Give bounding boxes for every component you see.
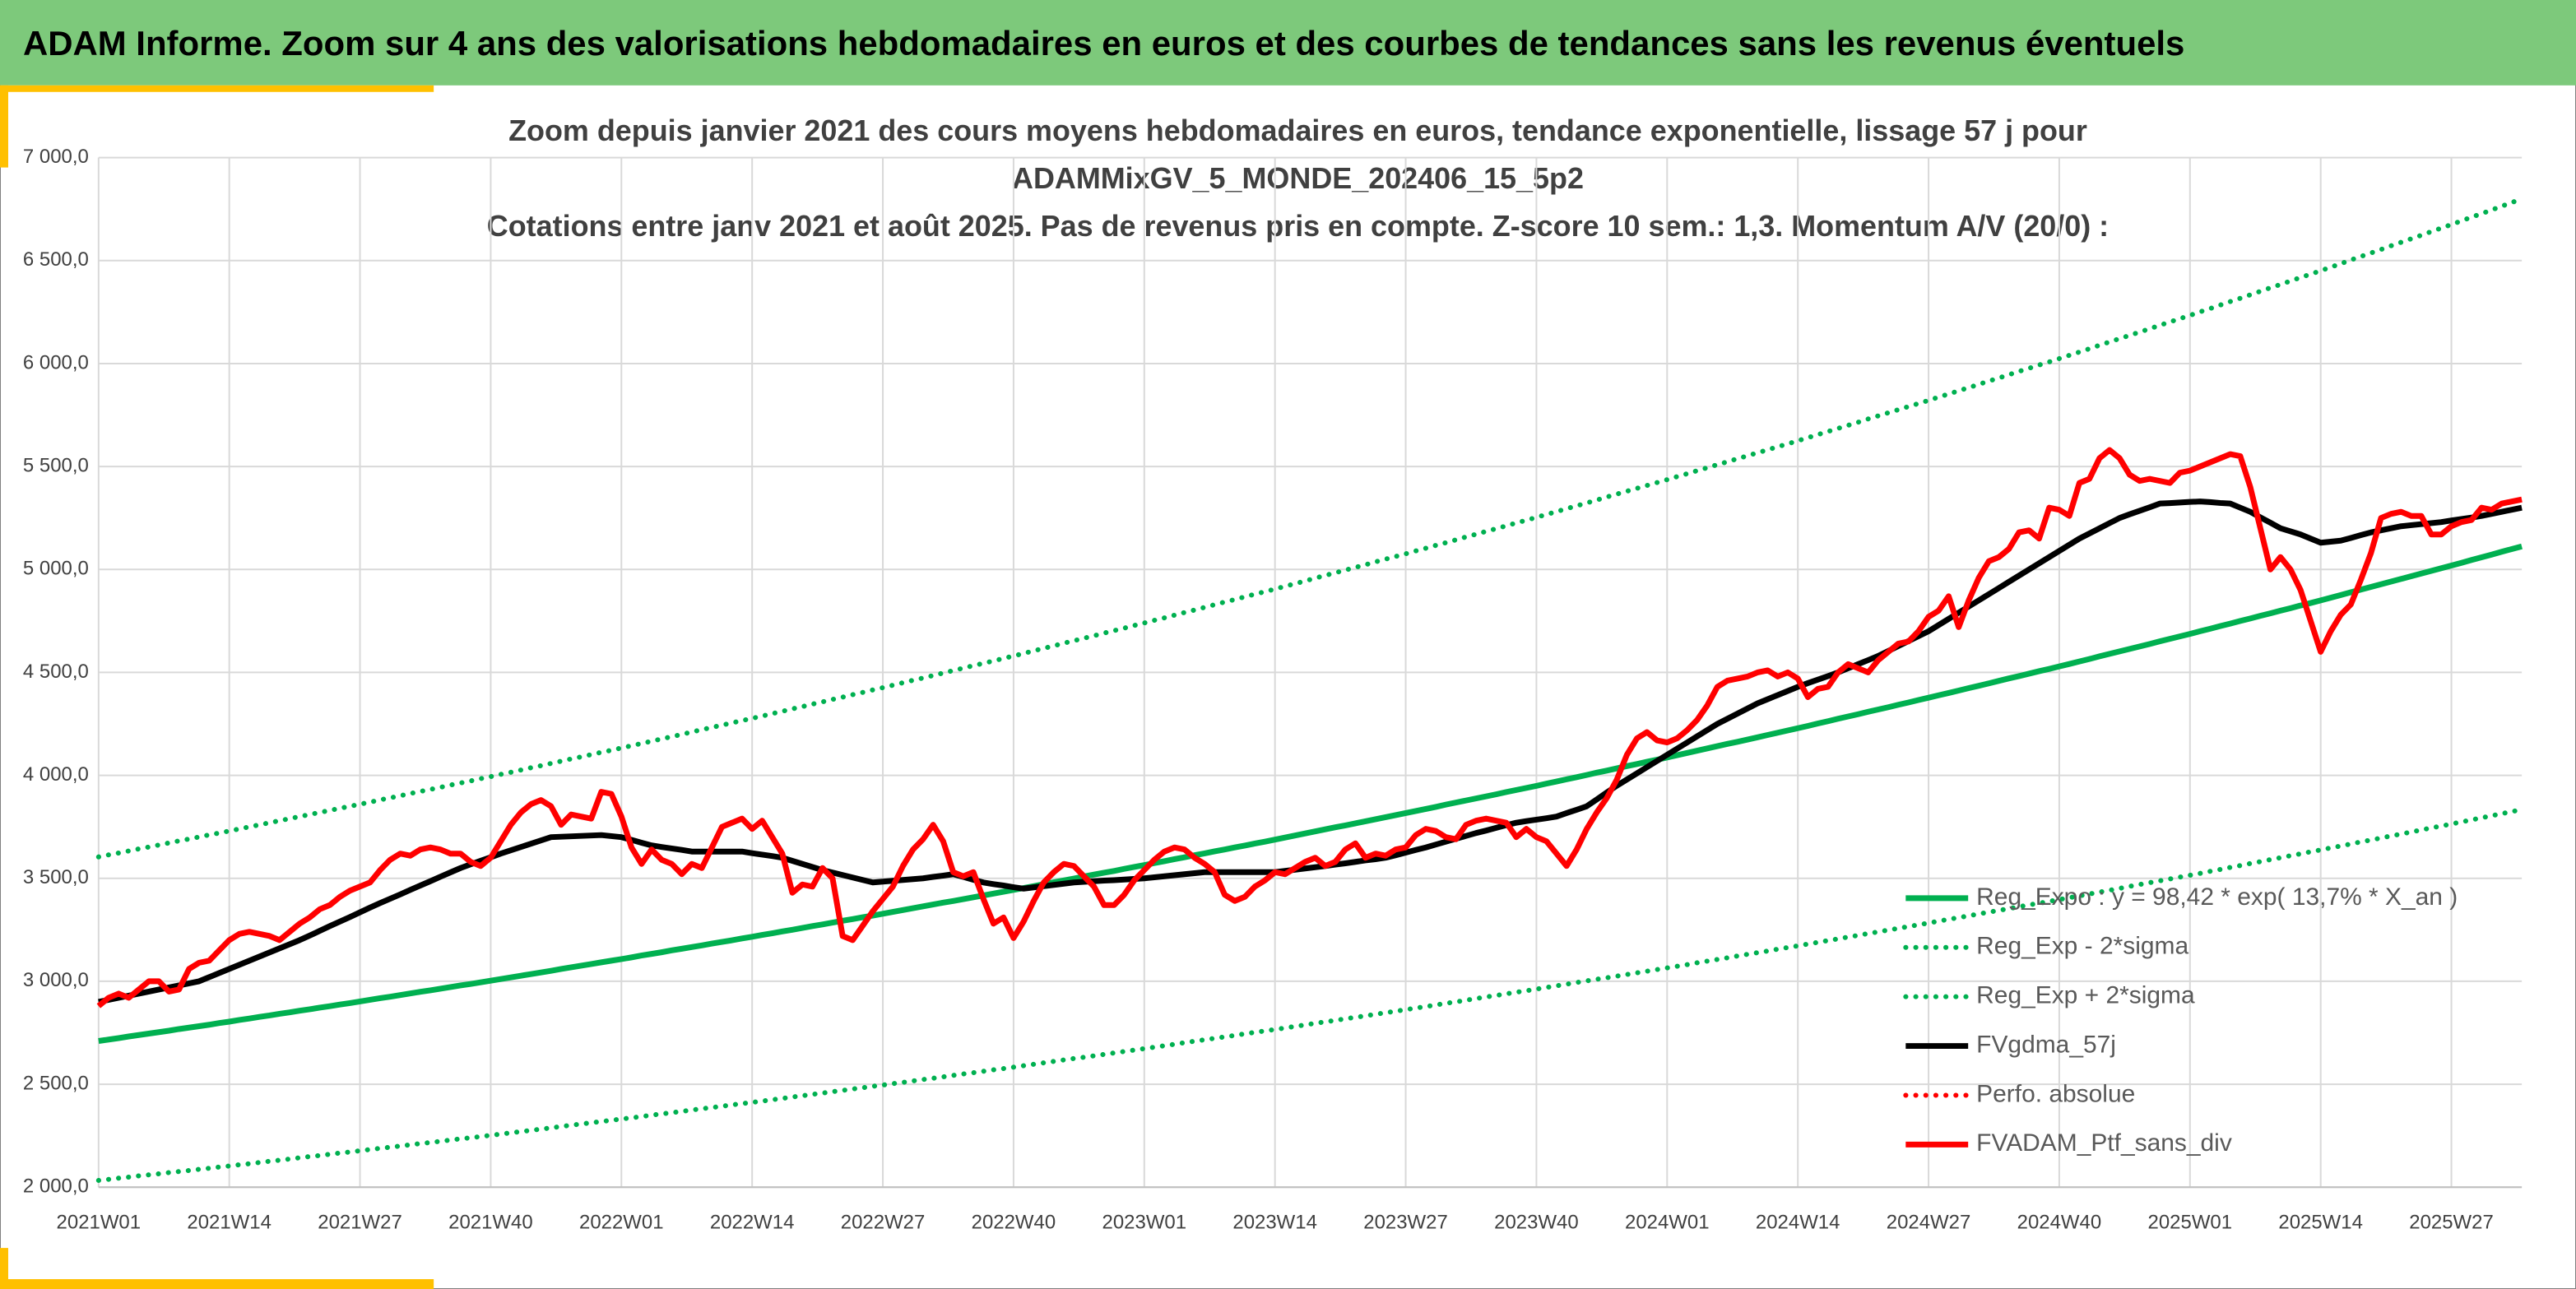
y-tick-label: 2 000,0 [23,1175,89,1198]
y-tick-label: 4 500,0 [23,661,89,683]
legend-label: FVADAM_Ptf_sans_div [1976,1129,2232,1157]
legend-label: Reg_Exp - 2*sigma [1976,933,2188,960]
x-tick-label: 2023W14 [1232,1211,1317,1233]
y-tick-label: 2 500,0 [23,1072,89,1094]
x-tick-label: 2024W27 [1887,1211,1971,1233]
legend-label: Perfo. absolue [1976,1080,2135,1107]
series-line [96,447,2523,1008]
y-tick-label: 6 500,0 [23,248,89,271]
series-line [95,196,2525,860]
x-tick-label: 2025W14 [2278,1211,2363,1233]
x-tick-label: 2021W01 [57,1211,142,1233]
x-tick-label: 2022W14 [710,1211,795,1233]
x-tick-label: 2022W01 [579,1211,664,1233]
x-tick-label: 2023W27 [1363,1211,1448,1233]
x-tick-label: 2021W40 [448,1211,533,1233]
x-tick-label: 2021W14 [187,1211,272,1233]
accent [0,1279,434,1289]
x-tick-label: 2023W01 [1102,1211,1187,1233]
legend-label: Reg_Exp + 2*sigma [1976,982,2195,1009]
legend-label: FVgdma_57j [1976,1031,2116,1058]
series-line [98,498,2523,1005]
chart-title: Cotations entre janv 2021 et août 2025. … [487,209,2109,243]
y-tick-label: 4 000,0 [23,763,89,786]
header-band [0,0,2576,86]
x-tick-label: 2021W27 [318,1211,402,1233]
y-tick-label: 6 000,0 [23,351,89,373]
accent [0,85,8,168]
x-tick-label: 2025W01 [2148,1211,2233,1233]
x-tick-label: 2025W27 [2409,1211,2494,1233]
series-line [98,543,2523,1044]
y-tick-label: 7 000,0 [23,146,89,168]
x-tick-label: 2024W01 [1625,1211,1710,1233]
x-tick-label: 2022W40 [972,1211,1056,1233]
legend-label: Reg_Expo : y = 98,42 * exp( 13,7% * X_an… [1976,883,2458,911]
accent [0,85,434,92]
x-tick-label: 2024W14 [1756,1211,1840,1233]
y-tick-label: 3 500,0 [23,866,89,888]
x-tick-label: 2023W40 [1494,1211,1579,1233]
series-line [95,807,2525,1183]
chart-title: Zoom depuis janvier 2021 des cours moyen… [508,114,2087,147]
header-title: ADAM Informe. Zoom sur 4 ans des valoris… [23,24,2184,63]
accent [0,1248,8,1289]
y-tick-label: 5 000,0 [23,558,89,580]
chart-title: ADAMMixGV_5_MONDE_202406_15_5p2 [1012,161,1584,195]
y-tick-label: 3 000,0 [23,969,89,991]
x-tick-label: 2024W40 [2017,1211,2102,1233]
x-tick-label: 2022W27 [841,1211,926,1233]
y-tick-label: 5 500,0 [23,454,89,476]
